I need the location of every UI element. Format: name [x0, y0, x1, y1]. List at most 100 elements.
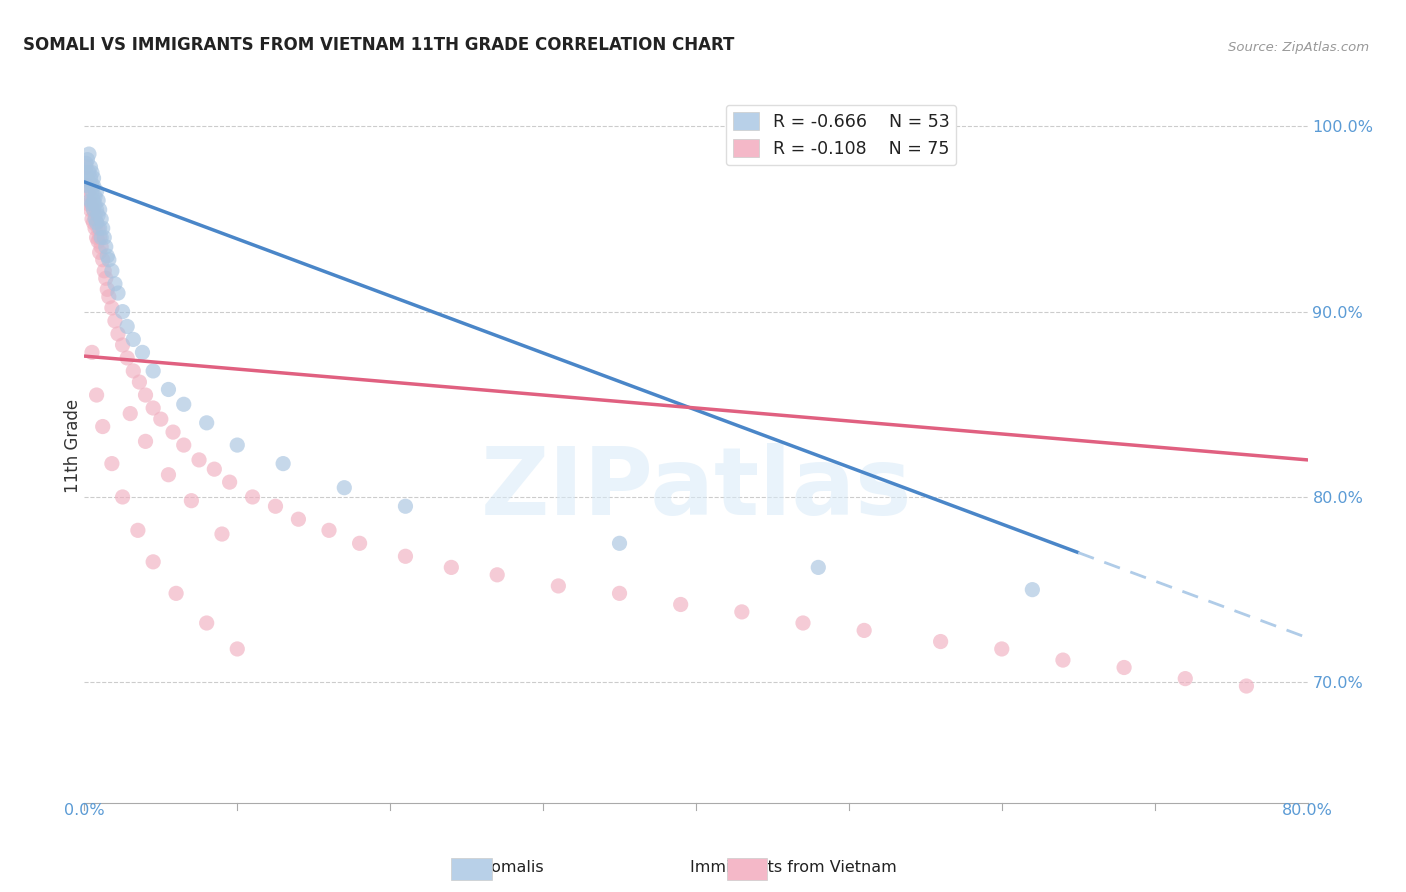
Text: SOMALI VS IMMIGRANTS FROM VIETNAM 11TH GRADE CORRELATION CHART: SOMALI VS IMMIGRANTS FROM VIETNAM 11TH G…	[22, 36, 734, 54]
Point	[242, 490, 264, 504]
Point	[84, 221, 107, 235]
Point	[669, 598, 692, 612]
Point	[318, 524, 340, 538]
Point	[226, 438, 249, 452]
Point	[86, 202, 108, 217]
Y-axis label: 11th Grade: 11th Grade	[65, 399, 82, 493]
Point	[1052, 653, 1074, 667]
Point	[731, 605, 754, 619]
Point	[349, 536, 371, 550]
Point	[87, 194, 110, 208]
Text: Somalis: Somalis	[481, 860, 544, 874]
Point	[96, 282, 118, 296]
Point	[394, 549, 416, 564]
Point	[83, 171, 105, 186]
Point	[80, 197, 103, 211]
Point	[195, 615, 218, 630]
Point	[173, 438, 195, 452]
Point	[86, 184, 108, 198]
Point	[128, 375, 150, 389]
Point	[89, 230, 111, 244]
Point	[80, 178, 103, 193]
Point	[142, 401, 165, 415]
Point	[89, 245, 111, 260]
Point	[101, 301, 124, 315]
Point	[77, 175, 100, 189]
Point	[107, 326, 129, 341]
Point	[333, 481, 356, 495]
Point	[202, 462, 225, 476]
Point	[486, 567, 509, 582]
Point	[609, 586, 631, 600]
Point	[127, 524, 149, 538]
Point	[122, 364, 145, 378]
Point	[90, 211, 112, 226]
Point	[79, 160, 101, 174]
Text: Source: ZipAtlas.com: Source: ZipAtlas.com	[1227, 40, 1369, 54]
FancyBboxPatch shape	[727, 858, 766, 880]
Point	[91, 221, 114, 235]
Point	[218, 475, 240, 490]
Point	[115, 319, 138, 334]
Point	[149, 412, 172, 426]
Point	[84, 208, 107, 222]
Point	[75, 160, 97, 174]
Point	[83, 216, 105, 230]
Point	[929, 634, 952, 648]
Text: 0.0%: 0.0%	[65, 803, 104, 818]
Point	[96, 249, 118, 263]
Text: ZIPatlas: ZIPatlas	[481, 442, 911, 535]
Point	[211, 527, 233, 541]
Point	[792, 615, 814, 630]
Point	[188, 453, 211, 467]
Point	[80, 166, 103, 180]
Point	[157, 467, 180, 482]
Point	[83, 202, 105, 217]
Point	[93, 230, 115, 244]
Point	[86, 388, 108, 402]
Point	[87, 221, 110, 235]
Point	[1021, 582, 1043, 597]
Point	[111, 338, 134, 352]
Point	[97, 252, 120, 267]
Point	[131, 345, 153, 359]
Point	[162, 425, 184, 439]
Point	[77, 166, 100, 180]
Point	[157, 383, 180, 397]
Point	[89, 202, 111, 217]
Point	[79, 194, 101, 208]
Point	[107, 286, 129, 301]
Point	[547, 579, 569, 593]
Point	[76, 178, 98, 193]
Point	[287, 512, 309, 526]
Point	[87, 234, 110, 248]
Point	[264, 500, 287, 514]
Point	[77, 184, 100, 198]
Point	[394, 500, 416, 514]
Point	[80, 184, 103, 198]
Point	[120, 407, 142, 421]
Point	[807, 560, 830, 574]
Point	[111, 490, 134, 504]
Point	[79, 202, 101, 217]
Point	[77, 197, 100, 211]
Point	[93, 264, 115, 278]
Point	[94, 271, 117, 285]
Point	[76, 171, 98, 186]
Point	[84, 197, 107, 211]
Point	[1236, 679, 1258, 693]
Point	[135, 388, 157, 402]
Point	[80, 211, 103, 226]
Point	[90, 240, 112, 254]
Point	[195, 416, 218, 430]
Point	[226, 642, 249, 657]
Point	[115, 351, 138, 365]
Point	[75, 166, 97, 180]
Point	[94, 240, 117, 254]
Point	[173, 397, 195, 411]
Text: Immigrants from Vietnam: Immigrants from Vietnam	[690, 860, 897, 874]
Point	[440, 560, 463, 574]
Point	[77, 147, 100, 161]
Point	[90, 230, 112, 244]
Point	[91, 419, 114, 434]
